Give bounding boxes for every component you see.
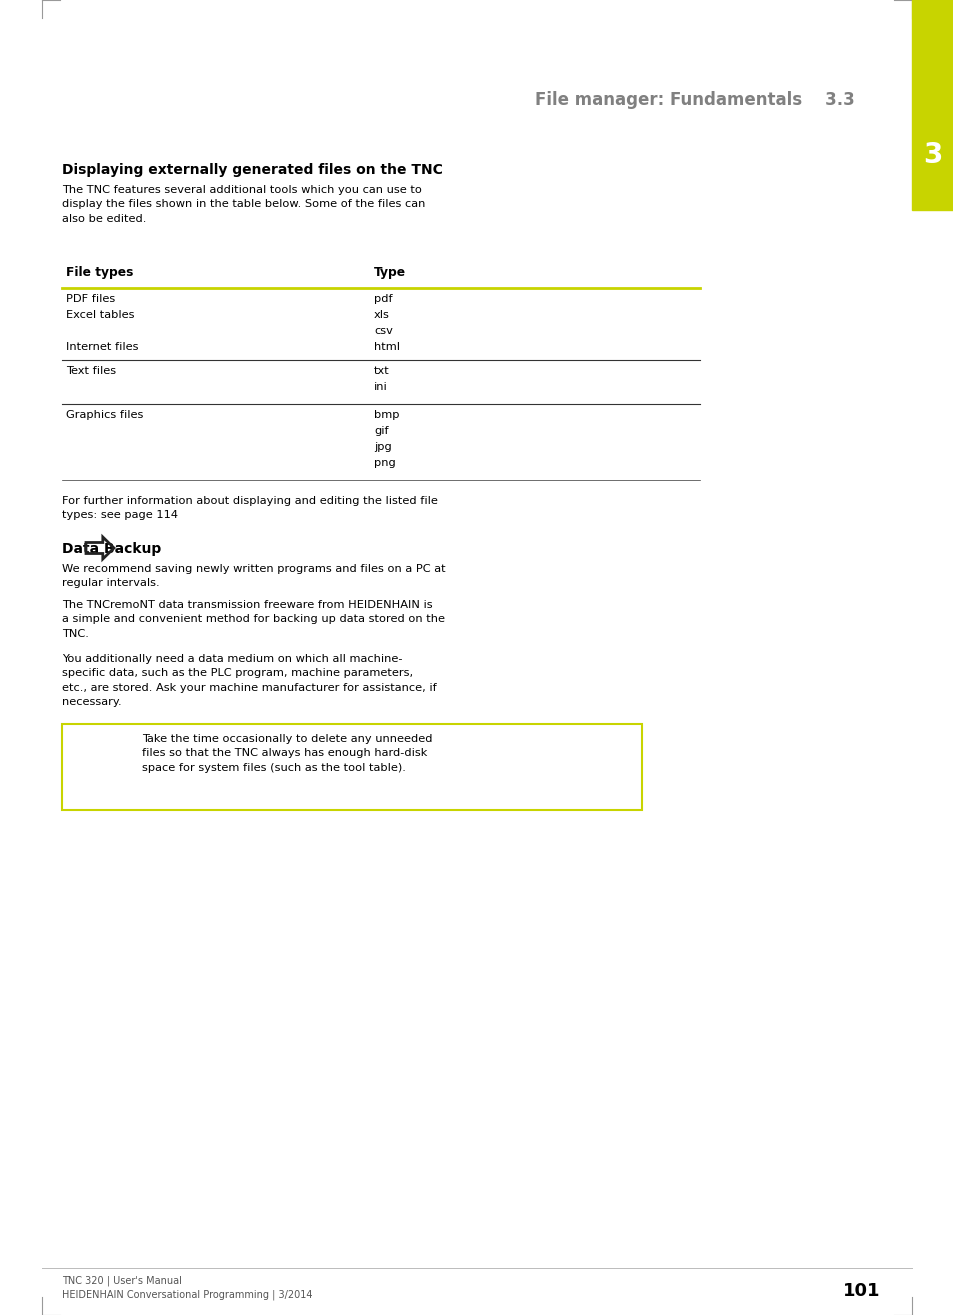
Text: Internet files: Internet files <box>66 342 138 352</box>
Text: Type: Type <box>374 266 406 279</box>
Text: html: html <box>374 342 399 352</box>
Text: ini: ini <box>374 381 387 392</box>
Text: For further information about displaying and editing the listed file
types: see : For further information about displaying… <box>62 496 437 521</box>
Text: The TNC features several additional tools which you can use to
display the files: The TNC features several additional tool… <box>62 185 425 224</box>
Text: File types: File types <box>66 266 133 279</box>
Text: HEIDENHAIN Conversational Programming | 3/2014: HEIDENHAIN Conversational Programming | … <box>62 1290 313 1301</box>
Text: Excel tables: Excel tables <box>66 310 134 320</box>
Text: The TNCremoNT data transmission freeware from HEIDENHAIN is
a simple and conveni: The TNCremoNT data transmission freeware… <box>62 600 444 639</box>
Text: bmp: bmp <box>374 410 399 419</box>
Text: jpg: jpg <box>374 442 392 452</box>
Text: PDF files: PDF files <box>66 295 115 304</box>
Bar <box>911 0 953 210</box>
Text: Graphics files: Graphics files <box>66 410 143 419</box>
Text: txt: txt <box>374 366 390 376</box>
Text: pdf: pdf <box>374 295 393 304</box>
Text: Displaying externally generated files on the TNC: Displaying externally generated files on… <box>62 163 442 178</box>
Text: 101: 101 <box>841 1282 879 1301</box>
Text: File manager: Fundamentals    3.3: File manager: Fundamentals 3.3 <box>535 91 854 109</box>
Text: png: png <box>374 458 395 468</box>
Text: gif: gif <box>374 426 388 437</box>
Text: Text files: Text files <box>66 366 116 376</box>
Text: csv: csv <box>374 326 393 337</box>
Text: Take the time occasionally to delete any unneeded
files so that the TNC always h: Take the time occasionally to delete any… <box>142 734 432 773</box>
Text: You additionally need a data medium on which all machine-
specific data, such as: You additionally need a data medium on w… <box>62 654 436 707</box>
Text: We recommend saving newly written programs and files on a PC at
regular interval: We recommend saving newly written progra… <box>62 564 445 588</box>
Bar <box>62 725 641 810</box>
Text: 3: 3 <box>923 141 942 170</box>
Text: TNC 320 | User's Manual: TNC 320 | User's Manual <box>62 1276 182 1286</box>
Text: xls: xls <box>374 310 390 320</box>
Text: Data Backup: Data Backup <box>62 542 161 556</box>
